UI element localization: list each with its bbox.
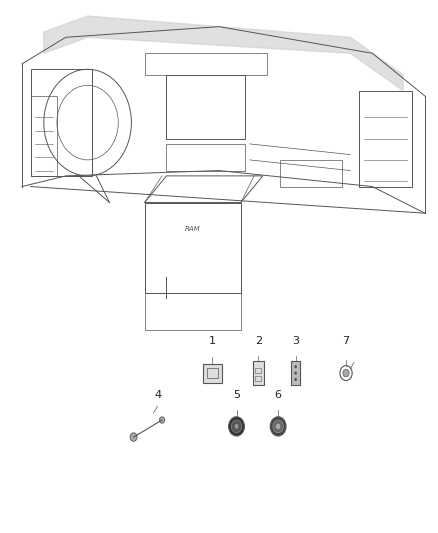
Bar (145, 53, 267, 75)
Bar (291, 361, 300, 385)
Bar (207, 368, 218, 378)
Bar (166, 75, 245, 139)
Bar (203, 364, 222, 383)
Text: 5: 5 (233, 390, 240, 400)
Circle shape (229, 417, 244, 436)
Text: 6: 6 (275, 390, 282, 400)
Circle shape (276, 423, 281, 430)
Circle shape (231, 420, 242, 433)
Text: RAM: RAM (185, 226, 201, 232)
Text: 4: 4 (154, 390, 161, 400)
Circle shape (294, 372, 297, 375)
Bar (280, 160, 342, 187)
Circle shape (159, 417, 165, 423)
Bar (255, 376, 261, 381)
Circle shape (343, 369, 349, 377)
Polygon shape (44, 16, 403, 91)
Bar (166, 144, 245, 171)
Bar (31, 69, 92, 176)
Bar (31, 96, 57, 176)
Bar (255, 368, 261, 373)
Text: 3: 3 (292, 336, 299, 346)
Text: 2: 2 (255, 336, 262, 346)
Circle shape (273, 420, 283, 433)
Bar (145, 293, 241, 330)
Bar (253, 361, 264, 385)
Text: 7: 7 (343, 336, 350, 346)
Circle shape (294, 378, 297, 381)
Circle shape (234, 424, 239, 429)
Circle shape (270, 417, 286, 436)
Circle shape (294, 365, 297, 368)
Text: 1: 1 (209, 336, 216, 346)
Circle shape (130, 433, 137, 441)
Bar (359, 91, 412, 187)
